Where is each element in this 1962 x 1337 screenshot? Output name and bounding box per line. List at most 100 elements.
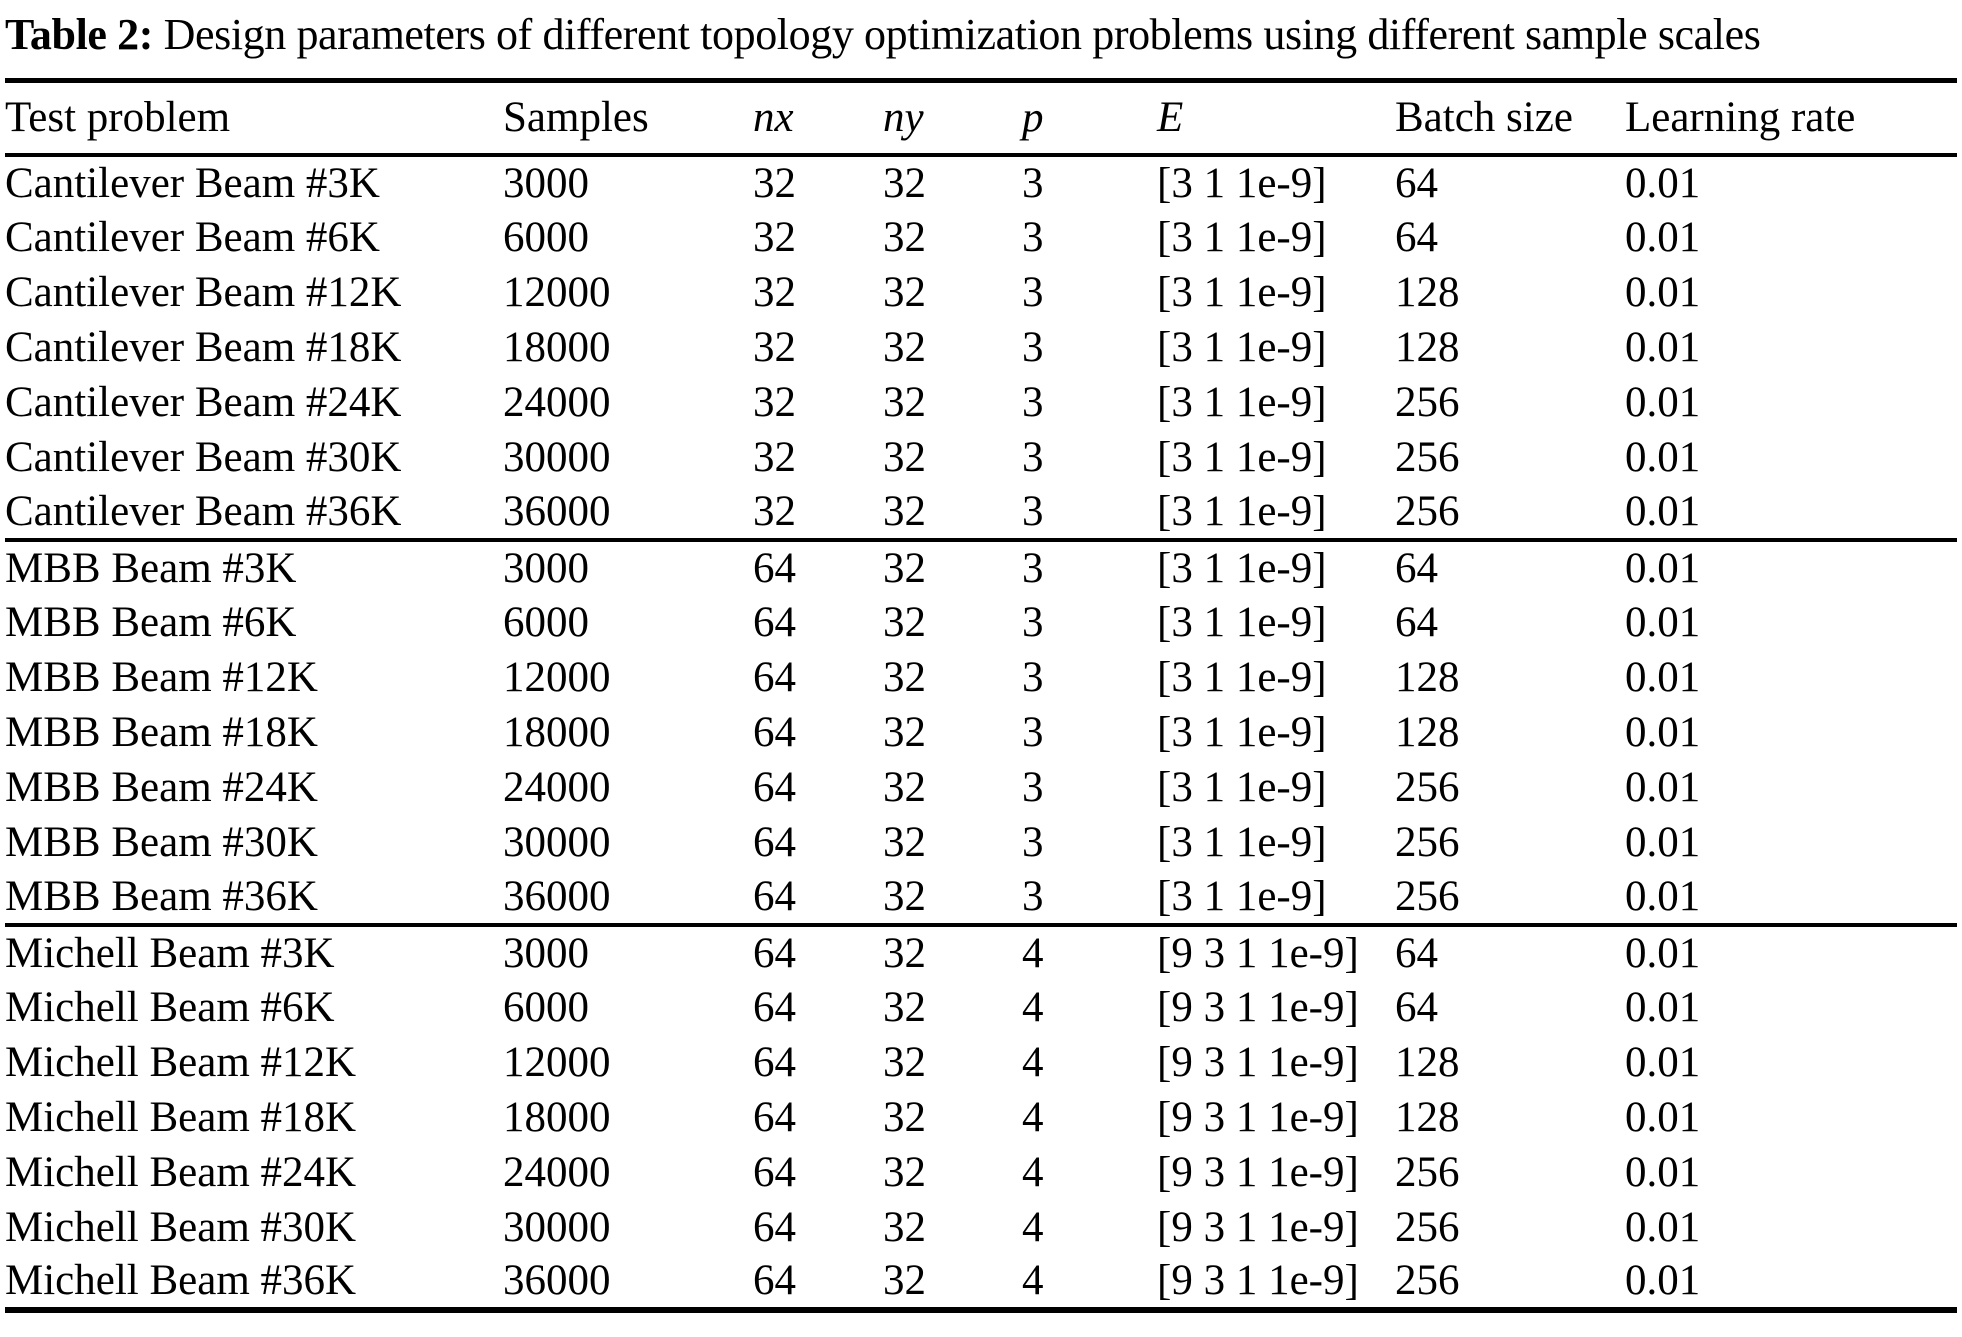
- cell-p: 3: [1022, 487, 1044, 535]
- cell-nx: 32: [753, 159, 796, 207]
- cell-test-problem: Michell Beam #3K: [5, 929, 335, 977]
- cell-nx: 32: [753, 433, 796, 481]
- cell-e: [9 3 1 1e-9]: [1157, 983, 1359, 1031]
- cell-ny: 32: [883, 708, 926, 756]
- cell-test-problem: Cantilever Beam #24K: [5, 378, 402, 426]
- cell-batch-size: 256: [1395, 1257, 1460, 1304]
- cell-ny: 32: [883, 1148, 926, 1196]
- cell-ny: 32: [883, 983, 926, 1031]
- cell-nx: 64: [753, 598, 796, 646]
- cell-batch-size: 64: [1395, 983, 1438, 1031]
- cell-test-problem: MBB Beam #18K: [5, 708, 318, 756]
- cell-test-problem: MBB Beam #30K: [5, 818, 318, 866]
- cell-batch-size: 256: [1395, 378, 1460, 426]
- cell-samples: 24000: [503, 378, 611, 426]
- cell-nx: 64: [753, 653, 796, 701]
- cell-e: [3 1 1e-9]: [1157, 598, 1327, 646]
- cell-ny: 32: [883, 159, 926, 207]
- cell-ny: 32: [883, 213, 926, 261]
- cell-learning-rate: 0.01: [1625, 323, 1701, 371]
- cell-learning-rate: 0.01: [1625, 433, 1701, 481]
- cell-p: 3: [1022, 708, 1044, 756]
- cell-nx: 64: [753, 929, 796, 977]
- cell-learning-rate: 0.01: [1625, 983, 1701, 1031]
- cell-samples: 3000: [503, 544, 589, 592]
- cell-batch-size: 64: [1395, 598, 1438, 646]
- cell-ny: 32: [883, 433, 926, 481]
- cell-batch-size: 128: [1395, 708, 1460, 756]
- cell-test-problem: Michell Beam #30K: [5, 1203, 357, 1251]
- cell-e: [9 3 1 1e-9]: [1157, 1203, 1359, 1251]
- row-group-mbb: MBB Beam #3K 3000 64 32 3 [3 1 1e-9] 64 0.01 MBB…: [5, 539, 1957, 925]
- cell-learning-rate: 0.01: [1625, 378, 1701, 426]
- cell-batch-size: 64: [1395, 544, 1438, 592]
- cell-test-problem: MBB Beam #3K: [5, 544, 297, 592]
- cell-samples: 6000: [503, 598, 589, 646]
- table-row: Michell Beam #24K 24000 64 32 4 [9 3 1 1e-9] 2…: [5, 1145, 1957, 1200]
- cell-learning-rate: 0.01: [1625, 159, 1701, 207]
- cell-samples: 36000: [503, 1257, 611, 1304]
- cell-learning-rate: 0.01: [1625, 1257, 1701, 1304]
- design-parameters-table: Test problem Samples nx ny p E Batch size Learn…: [5, 78, 1957, 1313]
- cell-batch-size: 256: [1395, 487, 1460, 535]
- cell-batch-size: 128: [1395, 268, 1460, 316]
- cell-learning-rate: 0.01: [1625, 929, 1701, 977]
- cell-samples: 24000: [503, 763, 611, 811]
- cell-nx: 32: [753, 213, 796, 261]
- cell-e: [3 1 1e-9]: [1157, 708, 1327, 756]
- cell-batch-size: 128: [1395, 653, 1460, 701]
- cell-nx: 32: [753, 323, 796, 371]
- cell-nx: 64: [753, 544, 796, 592]
- table-row: Michell Beam #30K 30000 64 32 4 [9 3 1 1e-9] 2…: [5, 1200, 1957, 1255]
- cell-ny: 32: [883, 763, 926, 811]
- cell-nx: 64: [753, 763, 796, 811]
- cell-test-problem: Cantilever Beam #6K: [5, 213, 380, 261]
- row-group-michell: Michell Beam #3K 3000 64 32 4 [9 3 1 1e-9] 64 0…: [5, 924, 1957, 1310]
- cell-learning-rate: 0.01: [1625, 653, 1701, 701]
- cell-samples: 6000: [503, 983, 589, 1031]
- table-row: Cantilever Beam #3K 3000 32 32 3 [3 1 1e-9] 64…: [5, 155, 1957, 210]
- table-row: MBB Beam #30K 30000 64 32 3 [3 1 1e-9] 256 0.01: [5, 815, 1957, 870]
- cell-ny: 32: [883, 1093, 926, 1141]
- cell-learning-rate: 0.01: [1625, 1093, 1701, 1141]
- cell-samples: 12000: [503, 268, 611, 316]
- cell-e: [9 3 1 1e-9]: [1157, 929, 1359, 977]
- column-header-batch-size: Batch size: [1395, 80, 1625, 157]
- cell-learning-rate: 0.01: [1625, 763, 1701, 811]
- table-row: MBB Beam #24K 24000 64 32 3 [3 1 1e-9] 256 0.01: [5, 760, 1957, 815]
- cell-samples: 12000: [503, 653, 611, 701]
- row-group-cantilever: Cantilever Beam #3K 3000 32 32 3 [3 1 1e-9] 64…: [5, 155, 1957, 540]
- table-row: MBB Beam #18K 18000 64 32 3 [3 1 1e-9] 128 0.01: [5, 705, 1957, 760]
- cell-samples: 30000: [503, 818, 611, 866]
- table-caption: Table 2: Design parameters of different …: [5, 8, 1962, 62]
- cell-samples: 36000: [503, 872, 611, 920]
- cell-learning-rate: 0.01: [1625, 213, 1701, 261]
- cell-samples: 18000: [503, 1093, 611, 1141]
- cell-nx: 32: [753, 487, 796, 535]
- cell-ny: 32: [883, 1257, 926, 1304]
- table-row: Michell Beam #12K 12000 64 32 4 [9 3 1 1e-9] 1…: [5, 1035, 1957, 1090]
- cell-test-problem: Cantilever Beam #18K: [5, 323, 402, 371]
- cell-learning-rate: 0.01: [1625, 872, 1701, 920]
- table-row: MBB Beam #6K 6000 64 32 3 [3 1 1e-9] 64 0.01: [5, 595, 1957, 650]
- cell-p: 4: [1022, 1257, 1044, 1304]
- table-row: MBB Beam #3K 3000 64 32 3 [3 1 1e-9] 64 0.01: [5, 540, 1957, 595]
- cell-batch-size: 128: [1395, 1093, 1460, 1141]
- cell-p: 3: [1022, 653, 1044, 701]
- cell-samples: 24000: [503, 1148, 611, 1196]
- table-row: Cantilever Beam #36K 36000 32 32 3 [3 1 1e-9]…: [5, 485, 1957, 540]
- cell-p: 3: [1022, 213, 1044, 261]
- cell-samples: 36000: [503, 487, 611, 535]
- cell-p: 3: [1022, 763, 1044, 811]
- table-row: Cantilever Beam #6K 6000 32 32 3 [3 1 1e-9] 64…: [5, 210, 1957, 265]
- cell-nx: 64: [753, 1203, 796, 1251]
- cell-ny: 32: [883, 1203, 926, 1251]
- cell-e: [3 1 1e-9]: [1157, 653, 1327, 701]
- cell-p: 4: [1022, 929, 1044, 977]
- column-header-test-problem: Test problem: [5, 80, 503, 157]
- cell-test-problem: Michell Beam #6K: [5, 983, 335, 1031]
- cell-ny: 32: [883, 818, 926, 866]
- table-row: Michell Beam #36K 36000 64 32 4 [9 3 1 1e-9] 2…: [5, 1255, 1957, 1310]
- cell-test-problem: MBB Beam #12K: [5, 653, 318, 701]
